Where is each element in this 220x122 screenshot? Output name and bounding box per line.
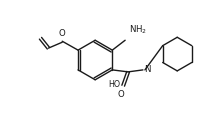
Text: O: O xyxy=(59,29,66,38)
Text: NH$_2$: NH$_2$ xyxy=(129,24,147,36)
Text: O: O xyxy=(118,90,125,99)
Text: N: N xyxy=(144,65,150,74)
Text: HO: HO xyxy=(108,80,120,89)
